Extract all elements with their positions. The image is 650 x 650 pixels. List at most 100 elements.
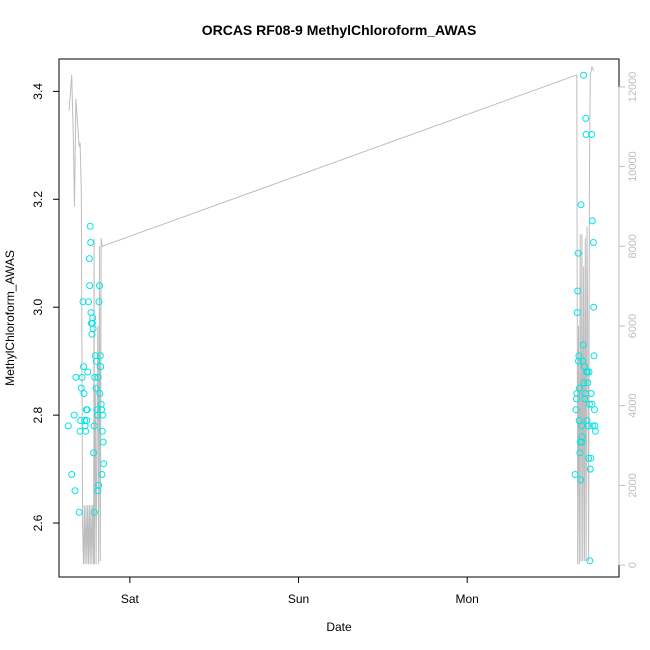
- plot-area: [58, 58, 620, 578]
- x-axis-label: Date: [326, 620, 352, 634]
- data-point: [587, 454, 595, 462]
- data-point: [83, 417, 91, 424]
- data-point: [80, 390, 88, 397]
- data-point: [581, 395, 589, 403]
- y2-tick-label: 4000: [627, 393, 639, 417]
- data-point: [89, 325, 97, 333]
- data-point: [95, 298, 103, 306]
- data-point: [586, 557, 594, 565]
- data-point: [75, 508, 83, 516]
- data-point: [575, 357, 582, 365]
- y2-tick-label: 8000: [627, 234, 639, 258]
- data-point: [578, 433, 586, 441]
- data-point: [580, 71, 588, 79]
- y2-axis: 0 2000 4000 6000 8000 10000 12000: [618, 72, 639, 568]
- data-point: [92, 357, 100, 365]
- y2-tick-label: 10000: [627, 151, 639, 182]
- data-point: [64, 422, 72, 430]
- data-point: [577, 201, 585, 209]
- data-point: [574, 287, 582, 295]
- data-point: [586, 465, 594, 473]
- data-point: [591, 406, 598, 414]
- y-tick-label: 3.0: [31, 299, 45, 316]
- x-axis: Sat Sun Mon: [121, 576, 479, 606]
- y-tick-label: 2.8: [31, 406, 45, 423]
- y2-tick-label: 0: [627, 562, 639, 568]
- data-point: [80, 363, 87, 371]
- data-point: [585, 454, 593, 462]
- data-point: [99, 411, 107, 419]
- data-point: [97, 363, 105, 371]
- data-point: [589, 239, 597, 246]
- y-tick-label: 3.2: [31, 191, 45, 208]
- data-point: [96, 390, 104, 397]
- data-point: [588, 217, 596, 225]
- data-point: [92, 384, 100, 392]
- data-point: [91, 373, 99, 381]
- data-point: [86, 222, 94, 230]
- data-point: [70, 411, 78, 419]
- data-point: [585, 368, 593, 376]
- data-point: [85, 298, 92, 306]
- data-point: [582, 131, 590, 138]
- data-point: [579, 341, 587, 349]
- altitude-line-layer: [68, 65, 595, 565]
- data-point: [584, 422, 592, 430]
- data-point: [94, 411, 101, 419]
- y-tick-label: 2.6: [31, 514, 45, 531]
- data-point: [587, 390, 595, 397]
- data-point: [94, 487, 102, 495]
- data-point: [584, 379, 592, 387]
- data-point: [81, 417, 89, 424]
- data-point: [580, 379, 588, 387]
- data-point: [71, 487, 79, 495]
- data-point: [98, 471, 106, 478]
- data-point: [573, 390, 581, 397]
- data-point: [78, 373, 86, 381]
- data-point: [90, 508, 98, 516]
- data-point: [99, 438, 107, 446]
- y2-tick-label: 2000: [627, 473, 639, 497]
- data-point: [90, 449, 98, 457]
- data-point: [576, 449, 584, 457]
- data-point: [98, 427, 106, 435]
- data-point: [89, 314, 97, 322]
- data-point: [575, 352, 583, 360]
- data-point: [576, 384, 583, 392]
- data-point: [571, 471, 579, 478]
- data-point: [573, 309, 581, 317]
- data-point: [97, 400, 105, 408]
- data-point: [586, 400, 593, 408]
- altitude-line: [68, 65, 595, 565]
- data-point: [591, 427, 599, 435]
- y-axis: 2.6 2.8 3.0 3.2 3.4: [31, 83, 60, 531]
- data-point: [572, 406, 580, 414]
- data-point: [574, 249, 582, 257]
- data-point: [85, 255, 93, 263]
- chart-title: ORCAS RF08-9 MethylChloroform_AWAS: [202, 22, 477, 38]
- x-tick-label: Sun: [288, 592, 309, 606]
- data-point: [582, 114, 590, 122]
- data-point: [68, 471, 76, 478]
- data-point: [591, 422, 599, 430]
- data-point: [573, 395, 580, 403]
- data-point: [90, 422, 98, 430]
- data-point: [100, 460, 108, 468]
- data-point: [77, 384, 85, 392]
- data-point: [96, 352, 104, 360]
- data-point: [590, 303, 598, 311]
- x-tick-label: Sat: [121, 592, 140, 606]
- data-point: [84, 368, 92, 376]
- data-point: [590, 352, 598, 360]
- data-point: [87, 239, 95, 246]
- y-tick-label: 3.4: [31, 83, 45, 100]
- y2-tick-label: 12000: [627, 72, 639, 103]
- y2-tick-label: 6000: [627, 314, 639, 338]
- data-point: [88, 319, 96, 327]
- data-point: [82, 427, 90, 435]
- data-point: [588, 131, 596, 138]
- data-point: [578, 438, 586, 446]
- data-point: [86, 282, 94, 290]
- data-point: [578, 422, 586, 430]
